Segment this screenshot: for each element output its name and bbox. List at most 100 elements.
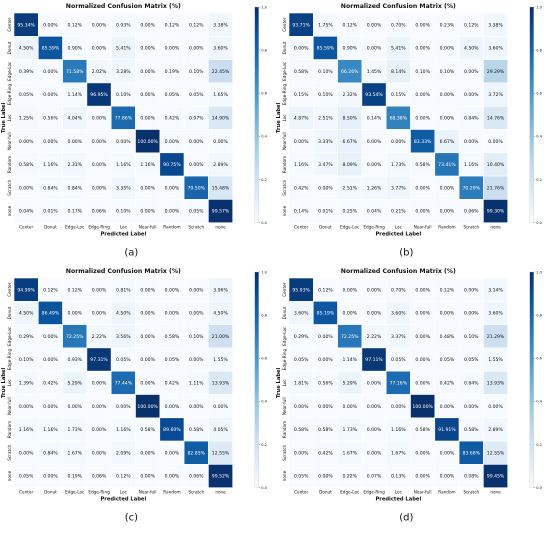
colorbar-tick-label: 0.4 xyxy=(261,135,267,139)
colorbar-tick-label: 0.8 xyxy=(261,48,267,52)
cell-value-label: 4.87% xyxy=(294,115,309,121)
cell-value-label: 0.00% xyxy=(165,287,180,293)
cell-value-label: 0.00% xyxy=(488,139,503,145)
cell-value-label: 99.30% xyxy=(487,209,505,215)
x-axis-label: Predicted Label xyxy=(375,232,421,238)
cell-value-label: 0.00% xyxy=(140,46,155,52)
cell-value-label: 0.00% xyxy=(140,287,155,293)
cell-value-label: 85.19% xyxy=(317,311,335,317)
cell-value-label: 0.17% xyxy=(67,209,82,215)
cell-value-label: 0.10% xyxy=(464,334,479,340)
cell-value-label: 1.16% xyxy=(140,162,155,168)
cell-value-label: 0.00% xyxy=(189,46,204,52)
cell-value-label: 0.29% xyxy=(19,334,34,340)
cell-value-label: 94.99% xyxy=(17,287,35,293)
cell-value-label: 0.58% xyxy=(294,69,309,75)
colorbar xyxy=(529,271,534,488)
cell-value-label: 0.00% xyxy=(43,139,58,145)
y-axis-label: True Label xyxy=(276,367,282,398)
cell-value-label: 2.89% xyxy=(213,162,228,168)
y-tick-label: none xyxy=(282,470,287,481)
y-tick-label: Edge-Ring xyxy=(282,83,287,105)
cell-value-label: 10.40% xyxy=(487,162,505,168)
cell-value-label: 0.14% xyxy=(294,209,309,215)
cell-value-label: 0.05% xyxy=(116,357,131,363)
cell-value-label: 0.00% xyxy=(189,287,204,293)
cell-value-label: 1.81% xyxy=(294,380,309,386)
cell-value-label: 3.77% xyxy=(391,185,406,191)
cell-value-label: 15.48% xyxy=(212,185,230,191)
cell-value-label: 0.04% xyxy=(367,209,382,215)
cell-value-label: 0.00% xyxy=(92,139,107,145)
cell-value-label: 2.51% xyxy=(318,115,333,121)
colorbar-tick-label: 1.0 xyxy=(536,5,542,9)
y-tick-label: Loc xyxy=(282,379,287,387)
cell-value-label: 0.00% xyxy=(189,357,204,363)
cell-value-label: 3.28% xyxy=(116,69,131,75)
cell-value-label: 0.00% xyxy=(415,209,430,215)
cell-value-label: 0.00% xyxy=(440,311,455,317)
cell-value-label: 0.42% xyxy=(318,450,333,456)
y-tick-label: Near-full xyxy=(7,132,12,150)
x-tick-label: Edge-Ring xyxy=(363,225,385,230)
cell-value-label: 0.00% xyxy=(464,139,479,145)
y-axis-label: True Label xyxy=(276,102,282,133)
cell-value-label: 0.05% xyxy=(294,357,309,363)
cell-value-label: 0.12% xyxy=(342,22,357,28)
x-tick-label: Edge-Loc xyxy=(65,490,85,495)
cell-value-label: 0.00% xyxy=(367,380,382,386)
cell-value-label: 8.50% xyxy=(342,115,357,121)
cell-value-label: 0.00% xyxy=(165,450,180,456)
cell-value-label: 3.60% xyxy=(488,46,503,52)
cell-value-label: 3.38% xyxy=(488,22,503,28)
cell-value-label: 100.00% xyxy=(412,404,433,410)
cell-value-label: 95.93% xyxy=(292,287,310,293)
cell-value-label: 5.29% xyxy=(67,380,82,386)
cell-value-label: 0.58% xyxy=(19,162,34,168)
cell-value-label: 0.84% xyxy=(43,450,58,456)
cell-value-label: 1.45% xyxy=(367,69,382,75)
cell-value-label: 0.05% xyxy=(294,474,309,480)
cell-value-label: 0.05% xyxy=(189,92,204,98)
cell-value-label: 0.00% xyxy=(189,139,204,145)
cell-value-label: 0.12% xyxy=(67,22,82,28)
cell-value-label: 0.19% xyxy=(67,474,82,480)
cell-value-label: 0.93% xyxy=(67,357,82,363)
y-tick-label: Donut xyxy=(7,306,12,319)
y-tick-label: Random xyxy=(7,156,12,173)
cell-value-label: 0.00% xyxy=(318,474,333,480)
cell-value-label: 0.10% xyxy=(318,92,333,98)
cell-value-label: 100.00% xyxy=(137,139,158,145)
cell-value-label: 14.90% xyxy=(212,115,230,121)
cell-value-label: 0.00% xyxy=(189,404,204,410)
cell-value-label: 0.00% xyxy=(318,334,333,340)
cell-value-label: 3.14% xyxy=(488,287,503,293)
x-tick-label: Edge-Loc xyxy=(340,225,360,230)
cell-value-label: 0.00% xyxy=(367,287,382,293)
cell-value-label: 0.00% xyxy=(43,404,58,410)
y-tick-label: Edge-Loc xyxy=(7,61,12,81)
cell-value-label: 1.16% xyxy=(294,162,309,168)
cell-value-label: 73.41% xyxy=(438,162,456,168)
cell-value-label: 0.01% xyxy=(318,209,333,215)
cell-value-label: 1.26% xyxy=(367,185,382,191)
cell-value-label: 0.00% xyxy=(140,22,155,28)
y-tick-label: Center xyxy=(7,282,12,296)
cell-value-label: 0.00% xyxy=(140,115,155,121)
cell-value-label: 2.51% xyxy=(342,185,357,191)
cell-value-label: 1.73% xyxy=(67,427,82,433)
cell-value-label: 0.00% xyxy=(342,311,357,317)
cell-value-label: 14.76% xyxy=(487,115,505,121)
confusion-matrix-panel-3: Normalized Confusion Matrix (%) 94.99% 0.1… xyxy=(1,268,268,524)
cell-value-label: 0.00% xyxy=(92,427,107,433)
x-tick-label: none xyxy=(215,225,226,230)
cell-value-label: 90.75% xyxy=(163,162,181,168)
cell-value-label: 0.00% xyxy=(440,92,455,98)
cell-value-label: 0.48% xyxy=(440,334,455,340)
cell-value-label: 0.00% xyxy=(367,404,382,410)
cell-value-label: 0.90% xyxy=(342,46,357,52)
cell-value-label: 93.54% xyxy=(365,92,383,98)
cell-value-label: 0.00% xyxy=(464,69,479,75)
x-tick-label: Center xyxy=(294,490,308,495)
